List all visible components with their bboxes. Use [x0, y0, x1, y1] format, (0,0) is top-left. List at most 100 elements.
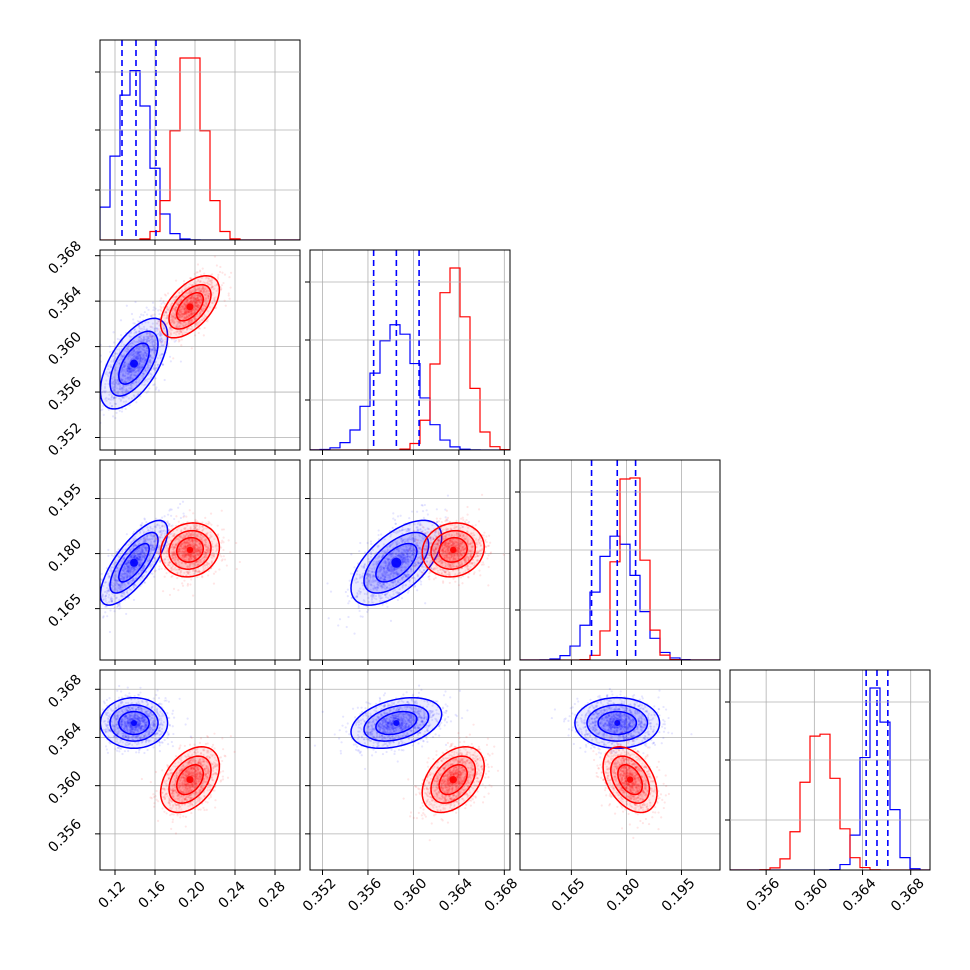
scatter-point-blue — [126, 570, 129, 573]
scatter-point-blue — [119, 574, 122, 577]
scatter-point-red — [173, 295, 177, 299]
scatter-point-blue — [140, 366, 143, 370]
scatter-point-red — [195, 548, 198, 551]
scatter-point-blue — [157, 337, 161, 340]
scatter-point-red — [183, 312, 186, 315]
scatter-point-red — [157, 538, 160, 541]
scatter-point-blue — [115, 366, 118, 369]
scatter-point-red — [201, 290, 205, 293]
scatter-point-blue — [146, 560, 150, 563]
scatter-point-blue — [137, 351, 140, 355]
scatter-point-blue — [151, 560, 154, 563]
scatter-point-blue — [112, 398, 115, 401]
scatter-point-red — [177, 310, 180, 313]
scatter-point-blue — [133, 554, 136, 557]
scatter-point-red — [197, 278, 200, 281]
scatter-point-red — [202, 567, 205, 570]
scatter-point-red — [173, 321, 176, 324]
scatter-point-blue — [146, 362, 149, 365]
scatter-point-blue — [385, 551, 388, 554]
scatter-point-red — [207, 544, 210, 547]
scatter-point-red — [145, 576, 148, 579]
scatter-point-blue — [138, 353, 141, 356]
scatter-point-blue — [405, 558, 408, 561]
scatter-point-blue — [404, 549, 407, 552]
scatter-point-red — [189, 532, 192, 536]
scatter-point-blue — [114, 368, 117, 371]
scatter-point-red — [188, 532, 191, 535]
scatter-point-blue — [370, 597, 374, 600]
scatter-point-red — [206, 294, 209, 297]
scatter-point-red — [203, 326, 206, 330]
scatter-point-red — [193, 539, 196, 542]
scatter-point-red — [184, 553, 187, 557]
scatter-point-blue — [378, 570, 382, 573]
scatter-point-blue — [370, 592, 374, 595]
scatter-point-blue — [112, 387, 115, 390]
scatter-point-blue — [106, 373, 109, 376]
scatter-point-red — [210, 281, 214, 284]
y-tick-label: 0.360 — [45, 329, 85, 369]
scatter-point-blue — [362, 566, 365, 569]
scatter-point-blue — [347, 615, 350, 619]
scatter-point-blue — [117, 583, 121, 586]
scatter-point-red — [187, 535, 190, 538]
scatter-point-red — [200, 287, 203, 291]
scatter-point-red — [192, 297, 195, 300]
scatter-point-blue — [151, 326, 154, 329]
scatter-point-red — [198, 327, 201, 330]
scatter-point-blue — [153, 368, 156, 371]
scatter-point-red — [198, 296, 201, 299]
scatter-point-blue — [113, 606, 116, 610]
scatter-point-blue — [144, 546, 148, 549]
scatter-point-red — [181, 556, 185, 559]
scatter-point-red — [197, 549, 200, 553]
scatter-point-red — [188, 290, 191, 293]
scatter-point-blue — [119, 399, 122, 402]
scatter-point-blue — [390, 571, 393, 574]
scatter-point-red — [196, 528, 199, 531]
scatter-point-blue — [371, 570, 374, 574]
scatter-point-blue — [146, 366, 149, 369]
scatter-point-blue — [142, 532, 145, 535]
scatter-point-blue — [117, 380, 120, 383]
scatter-point-red — [185, 292, 188, 295]
scatter-point-red — [197, 293, 200, 297]
scatter-point-red — [166, 321, 169, 325]
scatter-point-blue — [119, 585, 122, 588]
scatter-point-blue — [114, 579, 117, 582]
scatter-point-red — [166, 333, 169, 336]
scatter-point-red — [173, 551, 176, 554]
scatter-point-blue — [118, 358, 121, 362]
scatter-point-blue — [401, 526, 404, 529]
scatter-point-red — [198, 545, 201, 548]
scatter-point-blue — [121, 386, 124, 389]
scatter-point-blue — [145, 353, 148, 356]
scatter-point-red — [204, 293, 207, 296]
scatter-point-blue — [128, 581, 132, 584]
scatter-point-red — [178, 330, 181, 333]
scatter-point-blue — [115, 380, 118, 383]
scatter-point-blue — [114, 578, 117, 581]
scatter-point-red — [200, 289, 203, 293]
scatter-point-red — [199, 558, 202, 561]
scatter-point-blue — [168, 355, 172, 358]
scatter-point-blue — [128, 367, 131, 370]
scatter-point-red — [204, 539, 207, 542]
scatter-point-red — [176, 323, 179, 327]
scatter-point-blue — [126, 376, 130, 379]
scatter-point-red — [213, 300, 217, 303]
scatter-point-red — [185, 556, 189, 559]
scatter-point-blue — [153, 535, 156, 538]
scatter-point-red — [189, 296, 192, 299]
scatter-point-blue — [135, 381, 138, 384]
scatter-point-blue — [149, 354, 152, 357]
scatter-point-red — [186, 297, 189, 300]
scatter-point-red — [182, 556, 185, 559]
scatter-point-blue — [145, 352, 149, 356]
scatter-point-red — [181, 536, 184, 539]
scatter-point-blue — [133, 568, 136, 572]
scatter-point-blue — [147, 390, 150, 393]
scatter-point-blue — [125, 561, 128, 564]
scatter-point-blue — [120, 386, 124, 389]
